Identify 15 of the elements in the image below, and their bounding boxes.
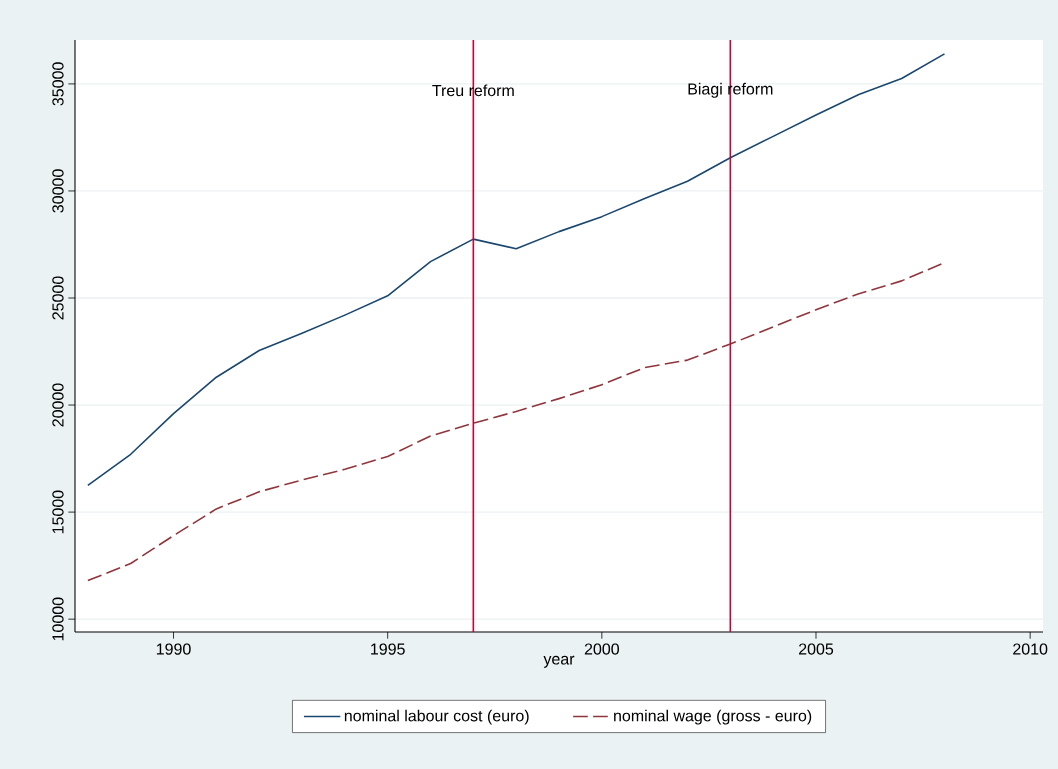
legend-label: nominal labour cost (euro)	[344, 709, 529, 725]
line-series	[87, 53, 946, 487]
x-tick-label: 1995	[371, 643, 405, 655]
y-tick-label: 20000	[52, 383, 64, 427]
x-tick-label: 2000	[584, 643, 620, 655]
x-tick-label: 2010	[1013, 643, 1048, 655]
x-axis-title: year	[543, 655, 575, 668]
y-tick-label: 15000	[52, 490, 64, 534]
y-tick-label: 30000	[52, 169, 64, 213]
y-tick-label: 25000	[52, 276, 64, 320]
y-tick-label: 10000	[52, 597, 64, 641]
y-tick-label: 35000	[52, 62, 64, 106]
legend-label: nominal wage (gross - euro)	[614, 709, 812, 725]
x-tick-label: 1990	[156, 643, 191, 655]
x-tick-label: 2005	[799, 643, 834, 655]
